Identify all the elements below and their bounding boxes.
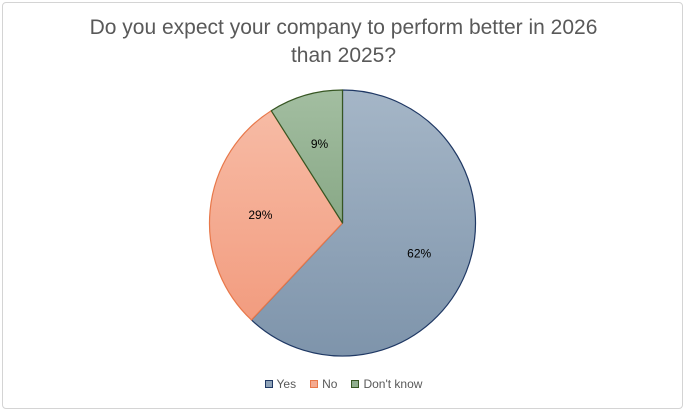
legend-label-dont-know: Don't know: [363, 377, 423, 391]
legend-item-yes: Yes: [264, 377, 297, 391]
chart-title: Do you expect your company to perform be…: [40, 14, 647, 70]
legend-swatch-yes: [264, 380, 273, 388]
pie-slice-yes: [250, 89, 477, 357]
data-label-dont-know: 9%: [311, 137, 329, 151]
chart-legend: Yes No Don't know: [0, 377, 687, 391]
data-label-no: 29%: [248, 208, 272, 222]
legend-label-no: No: [322, 377, 338, 391]
chart-title-line-1: Do you expect your company to perform be…: [89, 16, 598, 39]
pie-slice-dont-know: [270, 89, 344, 224]
legend-label-yes: Yes: [276, 377, 297, 391]
data-label-yes: 62%: [407, 246, 431, 260]
legend-swatch-dont-know: [351, 380, 360, 388]
legend-item-dont-know: Don't know: [351, 377, 422, 391]
chart-title-line-2: than 2025?: [290, 44, 397, 67]
legend-item-no: No: [310, 377, 337, 391]
pie-slice-no: [208, 110, 344, 321]
legend-swatch-no: [310, 380, 319, 388]
